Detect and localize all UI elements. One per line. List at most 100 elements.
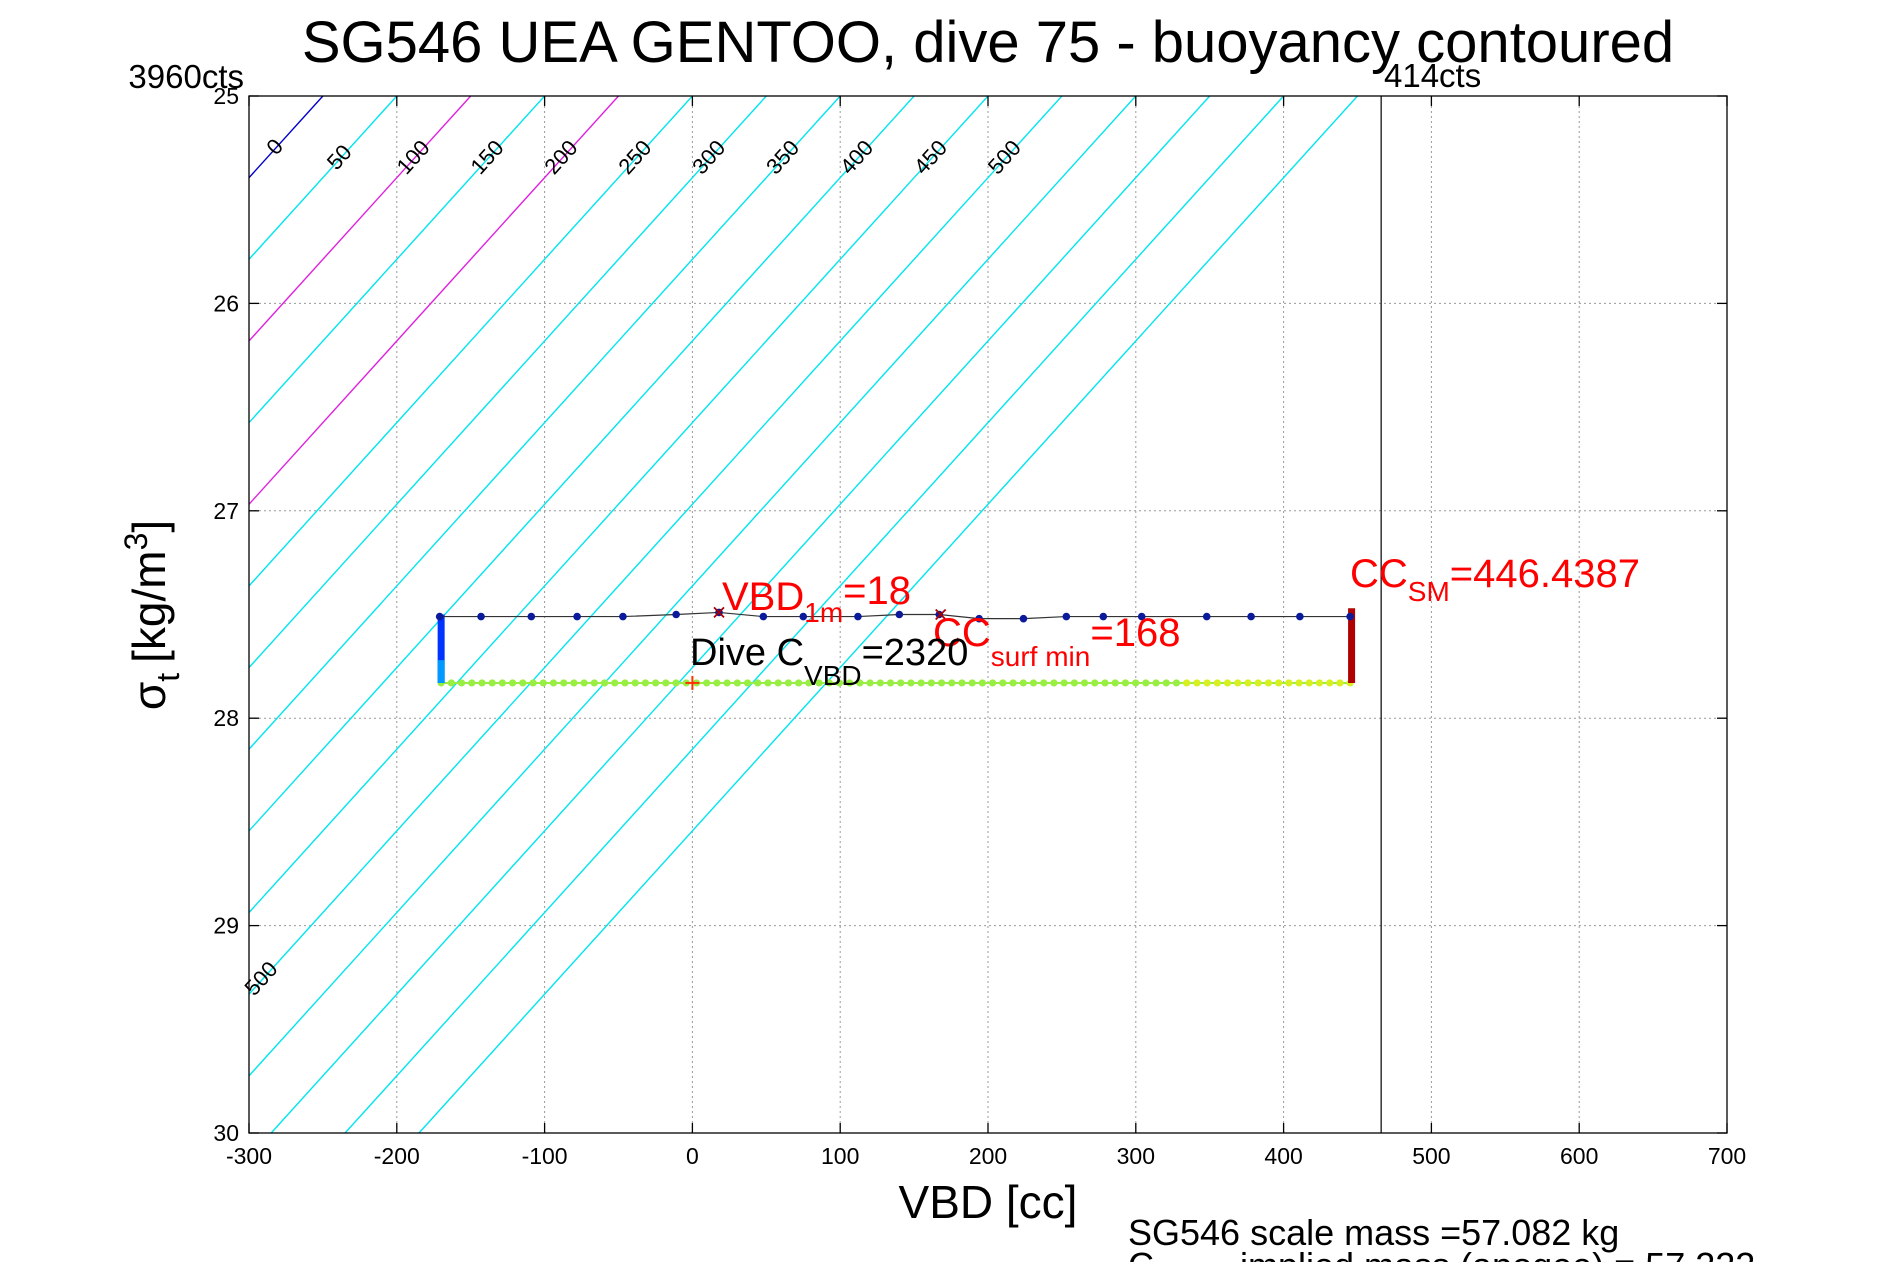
green-track-point	[1101, 679, 1109, 687]
green-track-point	[1050, 679, 1058, 687]
green-track-point	[713, 679, 721, 687]
green-track-point	[989, 679, 997, 687]
cc-sm-annotation-main: CC	[1350, 552, 1408, 596]
dive-tracks	[435, 606, 1356, 690]
green-track-point	[764, 679, 772, 687]
contour-line	[249, 96, 472, 343]
green-track-point	[498, 679, 507, 687]
y-tick-label: 26	[213, 290, 239, 316]
green-track-point	[570, 679, 578, 687]
green-track-point	[907, 679, 915, 687]
green-track-point	[846, 679, 854, 687]
blue-track-point	[1346, 612, 1354, 621]
green-track-point	[509, 679, 517, 687]
blue-track-point	[573, 612, 581, 621]
green-track-point	[580, 679, 588, 687]
green-track-point	[529, 679, 537, 687]
green-track-point	[1080, 679, 1089, 687]
scale-mass-line: SG546 scale mass =57.082 kg	[1128, 1212, 1619, 1253]
blue-track-point	[477, 612, 485, 621]
contour-line	[344, 96, 1285, 1133]
x-tick-label: -100	[522, 1143, 568, 1169]
dive-c-vbd-annotation: Dive CVBD=2320	[690, 632, 968, 691]
green-track-point	[519, 679, 527, 687]
green-track-point	[1172, 679, 1181, 687]
green-track-point	[1336, 679, 1344, 687]
y-tick-label: 29	[213, 913, 239, 939]
green-track-point	[560, 679, 568, 687]
green-track-point	[703, 679, 711, 687]
contour-line	[0, 96, 101, 1133]
contour-line	[249, 96, 989, 914]
green-track-point	[590, 679, 598, 687]
green-track-point	[999, 679, 1007, 687]
green-track-point	[815, 679, 823, 687]
blue-track-point	[527, 612, 536, 621]
green-track-point	[917, 679, 925, 687]
y-tick-label: 30	[213, 1120, 239, 1146]
x-tick-label: -300	[226, 1143, 272, 1169]
cc-sm-annotation-value: =446.4387	[1450, 552, 1640, 596]
blue-track-point	[1099, 612, 1108, 621]
green-track-point	[825, 679, 833, 687]
green-track-point	[1091, 679, 1099, 687]
green-track-point	[1040, 679, 1048, 687]
blue-track-point	[435, 612, 444, 621]
green-track-point	[1060, 679, 1068, 687]
vbd-1m-annotation-value: =18	[843, 569, 911, 613]
green-track-point	[662, 679, 670, 687]
counts-right-label: 414cts	[1384, 57, 1481, 94]
contour-line	[249, 96, 693, 587]
blue-track-point	[1202, 612, 1211, 621]
green-track-point	[1326, 679, 1334, 687]
green-track-point	[733, 679, 741, 687]
blue-track-point	[672, 610, 680, 619]
plot-area	[249, 96, 1727, 1133]
green-track-point	[795, 679, 803, 687]
green-track-point	[856, 679, 864, 687]
x-tick-label: 300	[1117, 1143, 1155, 1169]
implied-mass-line-value: implied mass (apogee) = 57.222	[1240, 1245, 1755, 1262]
chart-title: SG546 UEA GENTOO, dive 75 - buoyancy con…	[302, 10, 1674, 75]
green-track-point	[897, 679, 905, 687]
green-track-point	[1183, 679, 1191, 687]
green-track-point	[1019, 679, 1027, 687]
y-tick-label: 27	[213, 498, 239, 524]
green-track-point	[1275, 679, 1283, 687]
green-track-point	[1315, 679, 1324, 687]
buoyancy-contours	[0, 96, 1359, 1133]
green-track-point	[1234, 679, 1242, 687]
green-track-point	[774, 679, 782, 687]
green-track-point	[457, 679, 466, 687]
y-axis-label-unit-sup: 3	[118, 533, 154, 551]
green-track-point	[1132, 679, 1140, 687]
contour-line	[249, 96, 1063, 996]
green-track-point	[968, 679, 976, 687]
green-track-point	[539, 679, 547, 687]
blue-track-point	[854, 612, 862, 621]
green-track-point	[886, 679, 895, 687]
y-tick-label: 25	[213, 83, 239, 109]
svg-text:σt[kg/m3]: σt [kg/m3]	[118, 520, 186, 710]
y-axis-label-unit: [kg/m	[123, 550, 175, 662]
green-track-point	[488, 679, 496, 687]
green-track-point	[835, 679, 844, 687]
blue-track-point	[1247, 612, 1255, 621]
green-track-point	[1213, 679, 1221, 687]
implied-mass-line: Cimplied mass (apogee) = 57.222	[1128, 1245, 1755, 1262]
blue-track-point	[759, 612, 768, 621]
green-track-point	[927, 679, 935, 687]
implied-mass-line-c: C	[1128, 1245, 1154, 1262]
green-track-point	[1305, 679, 1313, 687]
vbd-1m-annotation: VBD1m=18	[722, 569, 911, 628]
green-track-point	[1121, 679, 1130, 687]
green-track-point	[958, 679, 966, 687]
green-track-point	[866, 679, 874, 687]
green-track-point	[1142, 679, 1150, 687]
blue-track-point	[935, 610, 944, 619]
green-track-point	[723, 679, 731, 687]
cc-surf-min-marker-b	[935, 608, 947, 621]
green-track-point	[805, 679, 813, 687]
x-tick-label: 100	[821, 1143, 859, 1169]
